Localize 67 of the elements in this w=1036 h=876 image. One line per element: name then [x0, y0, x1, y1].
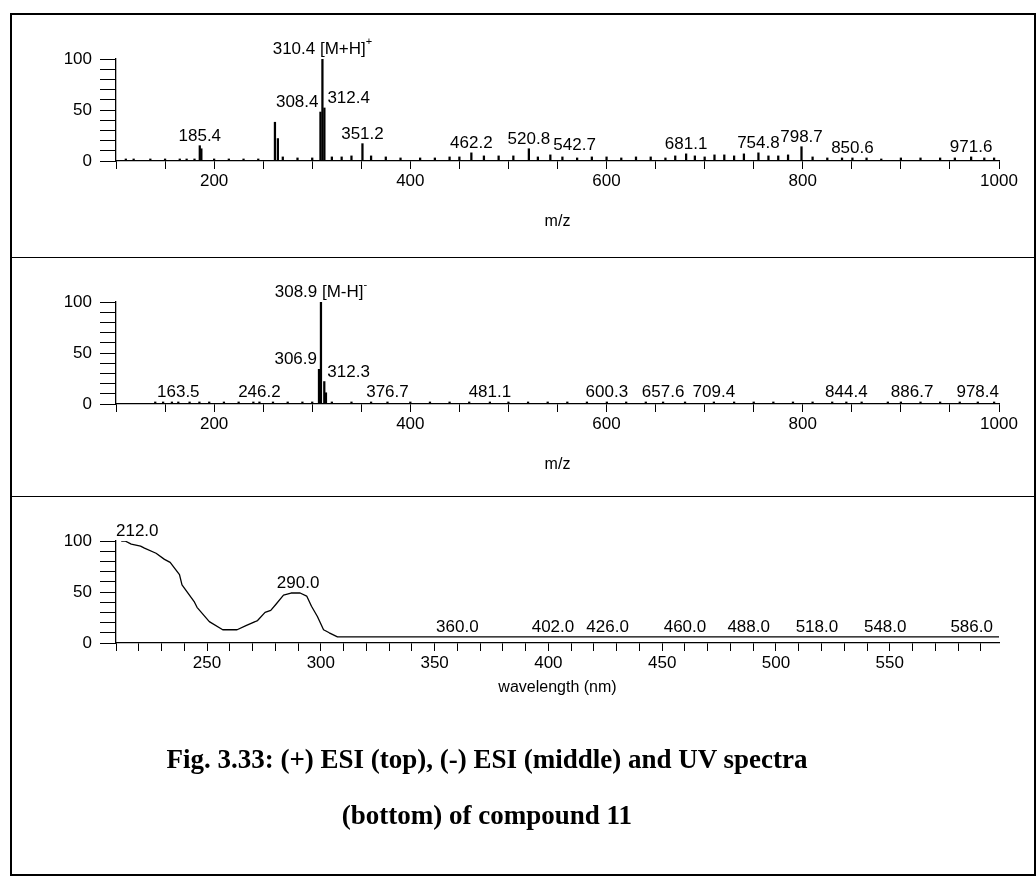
- y-tick-label: 50: [73, 99, 92, 119]
- annotation: 212.0: [116, 521, 159, 540]
- x-tick-label: 1000: [980, 170, 1018, 190]
- annotation: 460.0: [663, 616, 707, 636]
- annotation: 586.0: [950, 616, 993, 636]
- annotation: 312.3: [327, 361, 370, 381]
- annotation: 548.0: [863, 616, 907, 636]
- caption: Fig. 3.33: (+) ESI (top), (-) ESI (middle) and UV spectra (bottom) of compound 11: [165, 743, 809, 832]
- annotation: 971.6: [949, 136, 993, 156]
- annotation: 246.2: [238, 381, 281, 401]
- y-tick-label: 100: [63, 291, 92, 311]
- annotation: 978.4: [956, 381, 1000, 401]
- x-tick-label: 600: [592, 170, 621, 190]
- annotation: 308.9 [M-H]-: [274, 278, 368, 301]
- x-axis-title: m/z: [544, 211, 571, 229]
- annotation: 798.7: [780, 126, 823, 146]
- annotation: 520.8: [507, 128, 551, 148]
- bar: [321, 59, 324, 161]
- x-tick-label: 450: [648, 652, 677, 672]
- x-tick-label: 800: [788, 170, 817, 190]
- annotation: 312.4: [327, 87, 370, 107]
- x-tick-label: 400: [396, 413, 425, 433]
- annotation: 290.0: [276, 573, 320, 593]
- y-tick-label: 100: [63, 48, 92, 68]
- annotation: 462.2: [450, 132, 493, 152]
- x-tick-label: 600: [592, 413, 621, 433]
- x-tick-label: 550: [875, 652, 904, 672]
- y-tick-label: 100: [63, 530, 92, 550]
- x-tick-label: 400: [396, 170, 425, 190]
- annotation: 518.0: [795, 616, 839, 636]
- annotation: 657.6: [641, 381, 685, 401]
- annotation: 850.6: [831, 137, 874, 157]
- x-tick-label: 200: [199, 170, 229, 190]
- annotation: 886.7: [890, 381, 934, 401]
- x-tick-label: 800: [788, 413, 817, 433]
- x-tick-label: 500: [761, 652, 791, 672]
- annotation: 426.0: [586, 616, 629, 636]
- annotation: 844.4: [825, 381, 868, 401]
- annotation: 351.2: [341, 123, 384, 143]
- y-tick-label: 0: [82, 393, 92, 413]
- x-tick-label: 200: [199, 413, 229, 433]
- annotation: 185.4: [178, 125, 222, 145]
- annotation: 709.4: [692, 381, 736, 401]
- x-tick-label: 250: [192, 652, 222, 672]
- y-tick-label: 50: [73, 342, 92, 362]
- x-tick-label: 400: [534, 652, 563, 672]
- annotation: 681.1: [664, 133, 708, 153]
- annotation: 600.3: [585, 381, 629, 401]
- annotation: 481.1: [468, 381, 512, 401]
- x-axis-title: wavelength (nm): [497, 677, 617, 695]
- annotation: 376.7: [366, 381, 409, 401]
- x-tick-label: 300: [306, 652, 336, 672]
- annotation: 163.5: [157, 381, 200, 401]
- annotation: 542.7: [553, 134, 596, 154]
- annotation: 310.4 [M+H]+: [272, 35, 373, 58]
- x-axis-title: m/z: [544, 454, 571, 472]
- annotation: 754.8: [737, 132, 780, 152]
- annotation: 402.0: [531, 616, 575, 636]
- y-tick-label: 0: [82, 632, 92, 652]
- y-tick-label: 50: [73, 581, 92, 601]
- annotation: 488.0: [727, 616, 770, 636]
- annotation: 306.9: [274, 349, 317, 369]
- y-tick-label: 0: [82, 150, 92, 170]
- annotation: 308.4: [275, 92, 319, 112]
- annotation: 360.0: [436, 616, 479, 636]
- x-tick-label: 350: [420, 652, 449, 672]
- x-tick-label: 1000: [980, 413, 1018, 433]
